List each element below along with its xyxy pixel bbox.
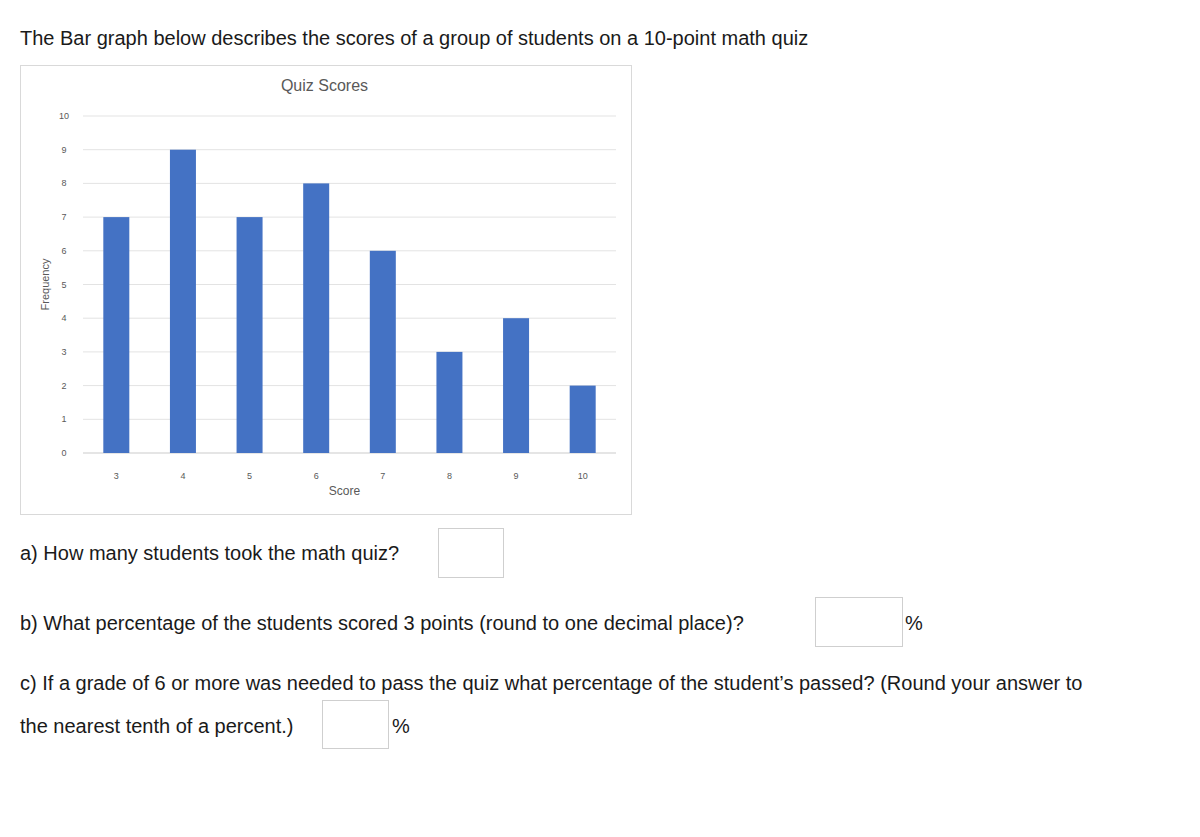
y-tick-label: 8 [61,178,66,188]
bar [370,251,396,453]
x-axis-line [83,453,616,454]
question-text: c) If a grade of 6 or more was needed to… [20,671,1083,695]
x-tick-label: 5 [247,471,252,481]
grid-line [83,351,616,352]
question-text: a) How many students took the math quiz? [20,541,399,565]
grid-line [83,250,616,251]
grid-line [83,419,616,420]
question-text: b) What percentage of the students score… [20,611,744,635]
bar [170,150,196,453]
y-axis-label: Frequency [39,258,51,310]
y-tick-label: 2 [61,381,66,391]
answer-box[interactable] [438,528,504,578]
grid-line [83,149,616,150]
y-tick-label: 0 [61,448,66,458]
unit-label: % [392,714,410,738]
x-tick-label: 4 [180,471,185,481]
grid-line [83,183,616,184]
grid-line [83,385,616,386]
grid-line [83,284,616,285]
page: {"header": {"text": "The Bar graph below… [0,0,1200,837]
x-tick-label: 3 [114,471,119,481]
y-tick-label: 9 [61,145,66,155]
chart-frame: Quiz Scores 0 1 2 3 4 5 6 7 8 9 10 3 4 5 6 7 8 9 10 Score Fre… [20,65,632,515]
x-tick-label: 10 [578,471,588,481]
question-text: the nearest tenth of a percent.) [20,714,294,738]
y-tick-label: 6 [61,246,66,256]
answer-box[interactable] [322,700,389,749]
chart-title: Quiz Scores [281,77,368,94]
grid-line [83,318,616,319]
header-text: The Bar graph below describes the scores… [20,26,808,50]
y-tick-label: 3 [61,347,66,357]
x-tick-label: 7 [380,471,385,481]
bars [103,150,595,453]
grid-line [83,453,616,454]
y-tick-label: 4 [61,313,66,323]
bar [503,318,529,453]
x-axis-label: Score [329,484,361,498]
x-tick-label: 6 [314,471,319,481]
chart-svg: Quiz Scores 0 1 2 3 4 5 6 7 8 9 10 3 4 5 6 7 8 9 10 Score Fre… [21,66,631,514]
grid-line [83,217,616,218]
x-tick-label: 8 [447,471,452,481]
bar [237,217,263,453]
bar [570,386,596,453]
y-tick-label: 5 [61,280,66,290]
y-tick-label: 10 [59,111,69,121]
unit-label: % [905,611,923,635]
bar [436,352,462,453]
grid-line [83,116,616,117]
bar [103,217,129,453]
bar [303,183,329,453]
y-tick-label: 7 [61,212,66,222]
answer-box[interactable] [815,597,903,647]
y-tick-label: 1 [61,414,66,424]
x-tick-label: 9 [514,471,519,481]
